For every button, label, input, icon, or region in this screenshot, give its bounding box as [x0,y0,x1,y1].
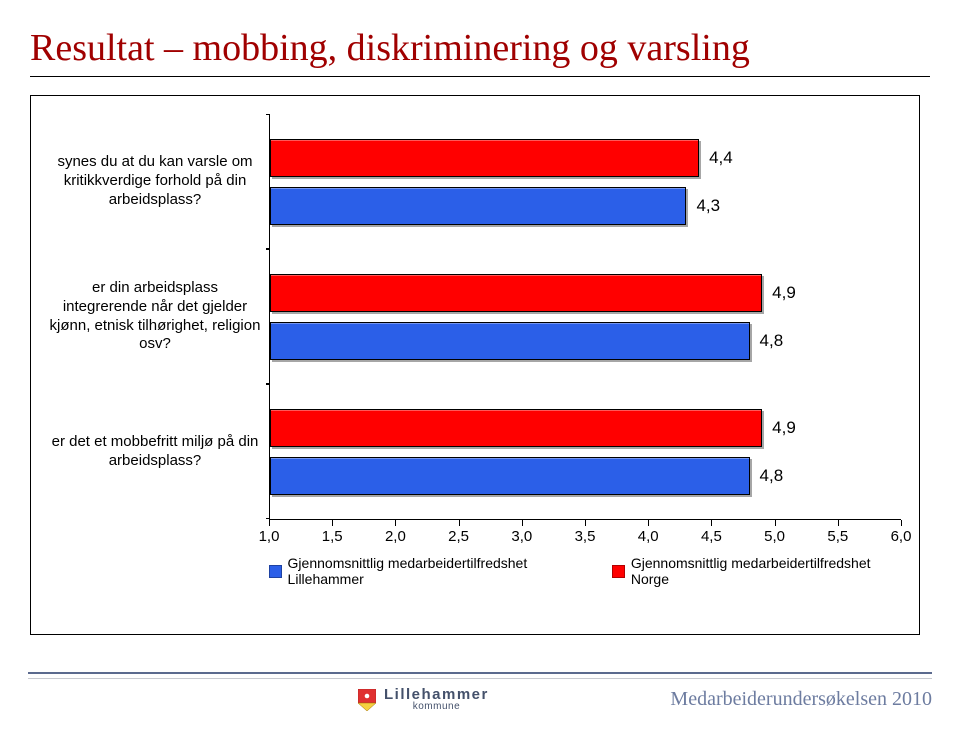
bar [270,457,750,495]
value-label: 4,9 [772,283,796,303]
legend-label: Gjennomsnittlig medarbeidertilfredshet N… [631,555,901,587]
x-tick [395,520,396,526]
legend: Gjennomsnittlig medarbeidertilfredshet L… [49,553,901,585]
plot-row: er din arbeidsplass integrerende når det… [49,249,901,384]
x-tick-label: 3,5 [575,528,596,545]
plot-cell: 4,4 4,3 [269,114,901,249]
x-tick-label: 1,5 [322,528,343,545]
plot-cell: 4,9 4,8 [269,249,901,384]
category-label: synes du at du kan varsle om kritikkverd… [49,153,269,209]
legend-item: Gjennomsnittlig medarbeidertilfredshet L… [269,555,594,587]
x-tick-label: 6,0 [891,528,912,545]
slide: Resultat – mobbing, diskriminering og va… [0,0,960,744]
x-tick [648,520,649,526]
bar [270,187,686,225]
plot-row: er det et mobbefritt miljø på din arbeid… [49,384,901,519]
plot-area: synes du at du kan varsle om kritikkverd… [49,114,901,519]
x-tick [585,520,586,526]
survey-label: Medarbeiderundersøkelsen 2010 [670,688,932,711]
legend-swatch [612,565,625,578]
bar [270,322,750,360]
bar-chart: synes du at du kan varsle om kritikkverd… [30,95,920,635]
value-label: 4,8 [760,466,784,486]
bar [270,274,762,312]
value-label: 4,3 [696,196,720,216]
x-tick-label: 2,5 [448,528,469,545]
x-tick [775,520,776,526]
bar [270,409,762,447]
category-label: er din arbeidsplass integrerende når det… [49,279,269,354]
x-tick [522,520,523,526]
x-tick [332,520,333,526]
title-underline [30,76,930,77]
logo-text: Lillehammer [384,687,489,702]
value-label: 4,4 [709,148,733,168]
plot-cell: 4,9 4,8 [269,384,901,519]
value-label: 4,8 [760,331,784,351]
legend-items: Gjennomsnittlig medarbeidertilfredshet L… [269,553,901,585]
category-label: er det et mobbefritt miljø på din arbeid… [49,433,269,471]
x-tick [459,520,460,526]
footer-divider [28,672,932,679]
x-tick-label: 3,0 [511,528,532,545]
x-tick-label: 1,0 [259,528,280,545]
x-tick [901,520,902,526]
legend-label: Gjennomsnittlig medarbeidertilfredshet L… [288,555,595,587]
x-tick-label: 4,0 [638,528,659,545]
x-tick-label: 2,0 [385,528,406,545]
x-tick [711,520,712,526]
x-axis: 1,01,52,02,53,03,54,04,55,05,56,0 [49,519,901,553]
x-tick-label: 4,5 [701,528,722,545]
bar [270,139,699,177]
x-tick [838,520,839,526]
x-axis-scale: 1,01,52,02,53,03,54,04,55,05,56,0 [269,519,901,554]
x-tick-label: 5,5 [827,528,848,545]
logo-subtext: kommune [384,702,489,712]
plot-row: synes du at du kan varsle om kritikkverd… [49,114,901,249]
legend-swatch [269,565,282,578]
x-tick-label: 5,0 [764,528,785,545]
value-label: 4,9 [772,418,796,438]
page-title: Resultat – mobbing, diskriminering og va… [30,26,930,70]
logo: Lillehammer kommune [358,687,489,712]
crest-icon [358,689,376,711]
x-tick [269,520,270,526]
footer: Lillehammer kommune Medarbeiderundersøke… [0,672,960,732]
legend-item: Gjennomsnittlig medarbeidertilfredshet N… [612,555,901,587]
